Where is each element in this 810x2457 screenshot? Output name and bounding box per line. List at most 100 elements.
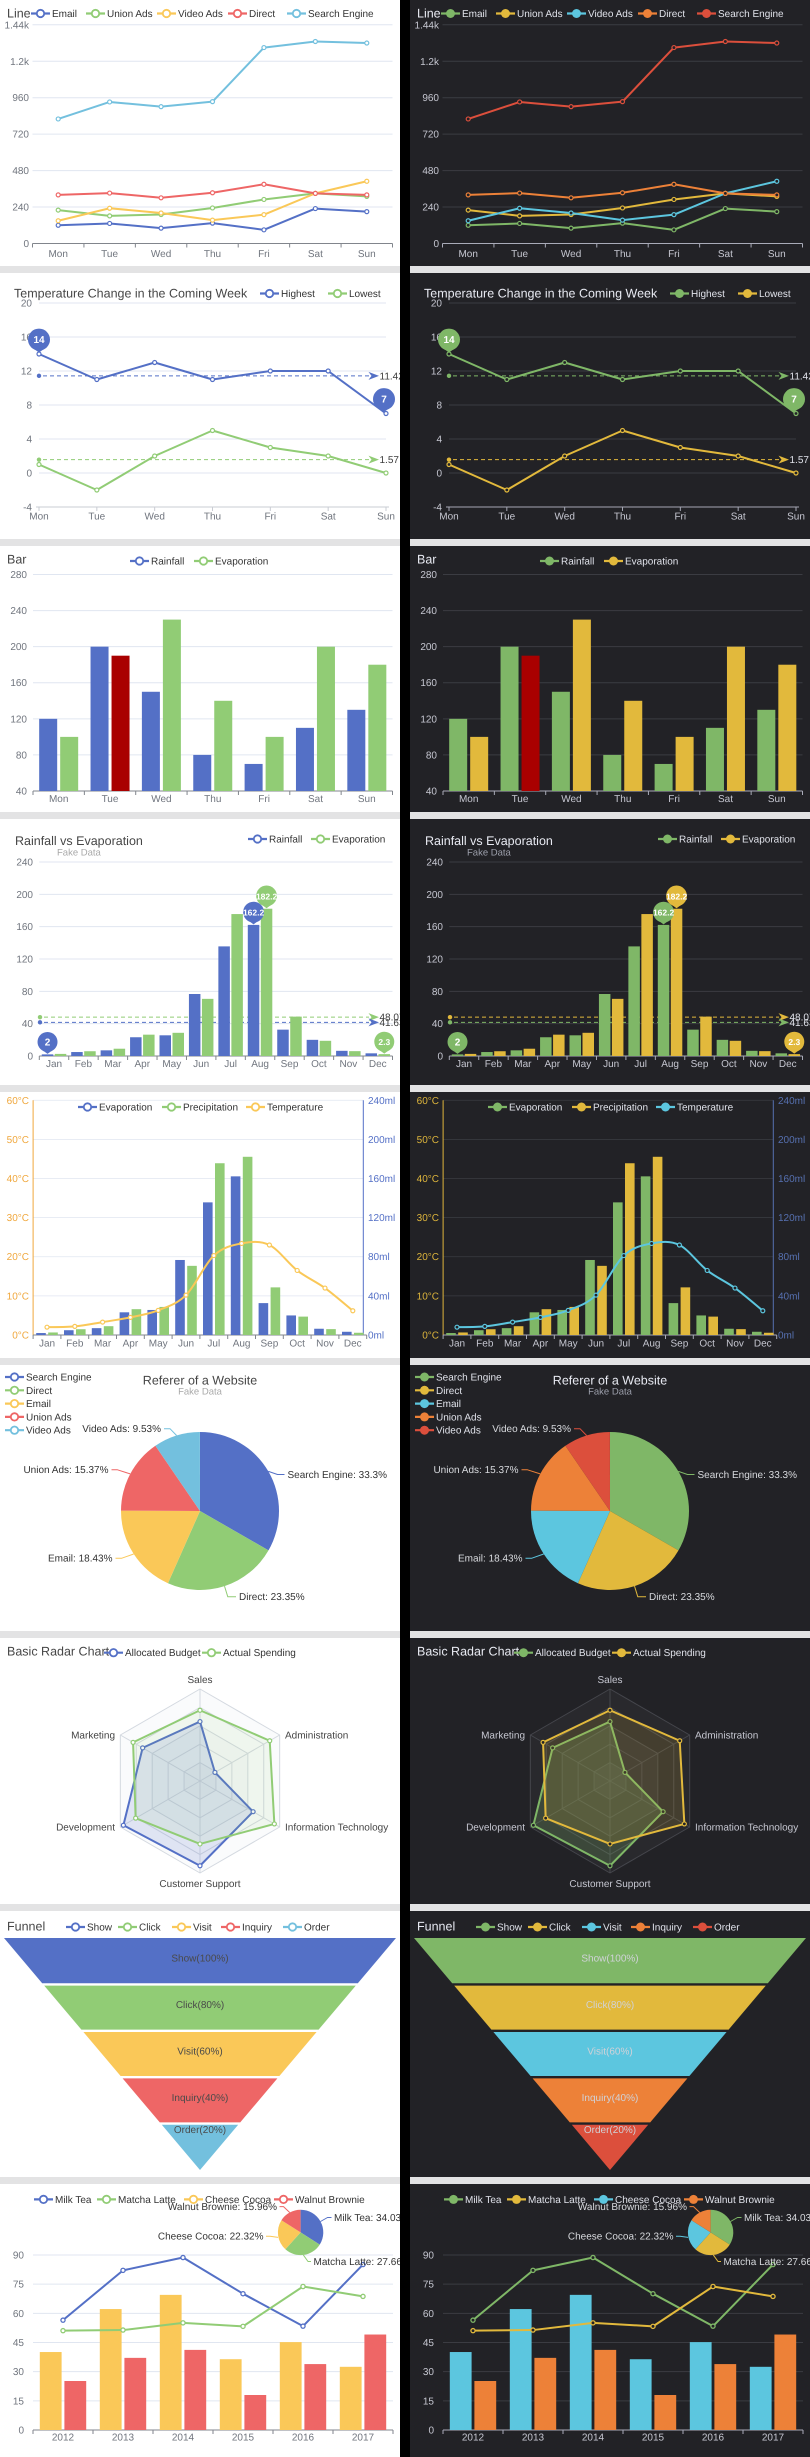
svg-text:Thu: Thu bbox=[204, 512, 221, 523]
svg-text:Wed: Wed bbox=[145, 512, 165, 523]
svg-text:Union Ads: 15.37%: Union Ads: 15.37% bbox=[433, 1465, 518, 1476]
svg-text:Cheese Cocoa: 22.32%: Cheese Cocoa: 22.32% bbox=[158, 2232, 264, 2243]
svg-text:Visit: Visit bbox=[603, 1923, 622, 1934]
svg-text:60: 60 bbox=[423, 2309, 435, 2320]
svg-text:May: May bbox=[572, 1059, 591, 1070]
svg-text:200: 200 bbox=[10, 642, 27, 653]
svg-text:182.2: 182.2 bbox=[256, 891, 278, 901]
svg-text:Visit(60%): Visit(60%) bbox=[587, 2047, 632, 2058]
svg-text:Tue: Tue bbox=[101, 249, 118, 260]
svg-text:Sat: Sat bbox=[321, 512, 336, 523]
svg-text:1.44k: 1.44k bbox=[415, 20, 440, 31]
svg-text:Thu: Thu bbox=[614, 249, 631, 260]
svg-text:Precipitation: Precipitation bbox=[593, 1103, 648, 1114]
svg-text:160ml: 160ml bbox=[778, 1174, 805, 1185]
svg-text:10°C: 10°C bbox=[417, 1291, 439, 1302]
svg-text:10°C: 10°C bbox=[7, 1291, 29, 1302]
svg-text:Wed: Wed bbox=[561, 249, 581, 260]
svg-text:0: 0 bbox=[437, 1052, 443, 1063]
svg-text:12: 12 bbox=[21, 367, 33, 378]
svg-text:2015: 2015 bbox=[642, 2433, 665, 2444]
svg-text:Milk Tea: 34.03%: Milk Tea: 34.03% bbox=[744, 2213, 810, 2224]
svg-text:Order: Order bbox=[714, 1923, 740, 1934]
svg-text:Matcha Latte: 27.66%: Matcha Latte: 27.66% bbox=[314, 2257, 401, 2268]
svg-text:Line: Line bbox=[7, 7, 31, 21]
svg-text:Rainfall: Rainfall bbox=[679, 835, 712, 846]
svg-text:Inquiry: Inquiry bbox=[242, 1923, 272, 1934]
svg-text:Sat: Sat bbox=[718, 794, 733, 805]
svg-text:Milk Tea: 34.03%: Milk Tea: 34.03% bbox=[334, 2213, 400, 2224]
svg-text:Customer Support: Customer Support bbox=[569, 1879, 650, 1890]
svg-text:162.2: 162.2 bbox=[243, 908, 265, 918]
svg-text:Search Engine: Search Engine bbox=[718, 9, 784, 20]
svg-text:80: 80 bbox=[426, 750, 438, 761]
svg-text:Sun: Sun bbox=[358, 249, 376, 260]
svg-text:40: 40 bbox=[426, 787, 438, 798]
svg-text:Rainfall: Rainfall bbox=[151, 557, 184, 568]
svg-text:Union Ads: Union Ads bbox=[517, 9, 563, 20]
svg-text:Aug: Aug bbox=[643, 1339, 661, 1350]
svg-text:50°C: 50°C bbox=[417, 1135, 439, 1146]
svg-text:Fri: Fri bbox=[674, 512, 686, 523]
svg-text:200ml: 200ml bbox=[778, 1135, 805, 1146]
svg-text:Inquiry: Inquiry bbox=[652, 1923, 682, 1934]
svg-text:Inquiry(40%): Inquiry(40%) bbox=[172, 2093, 229, 2104]
svg-text:Aug: Aug bbox=[251, 1059, 269, 1070]
svg-text:Jun: Jun bbox=[178, 1339, 194, 1350]
svg-text:Nov: Nov bbox=[316, 1339, 334, 1350]
svg-text:Oct: Oct bbox=[289, 1339, 305, 1350]
svg-text:Thu: Thu bbox=[204, 249, 221, 260]
svg-text:Sales: Sales bbox=[187, 1675, 212, 1686]
svg-text:Evaporation: Evaporation bbox=[215, 557, 268, 568]
svg-text:Highest: Highest bbox=[281, 289, 315, 300]
svg-text:Lowest: Lowest bbox=[349, 289, 381, 300]
svg-text:Evaporation: Evaporation bbox=[625, 557, 678, 568]
svg-text:2.3: 2.3 bbox=[788, 1037, 800, 1047]
svg-text:Sat: Sat bbox=[308, 794, 323, 805]
svg-text:30: 30 bbox=[13, 2367, 25, 2378]
svg-text:Evaporation: Evaporation bbox=[742, 835, 795, 846]
svg-text:Temperature: Temperature bbox=[267, 1103, 324, 1114]
svg-text:Sun: Sun bbox=[377, 512, 395, 523]
svg-text:Administration: Administration bbox=[285, 1731, 348, 1742]
svg-text:Click(80%): Click(80%) bbox=[176, 2000, 224, 2011]
svg-text:Nov: Nov bbox=[340, 1059, 358, 1070]
svg-text:2.3: 2.3 bbox=[378, 1037, 390, 1047]
svg-text:Mon: Mon bbox=[459, 794, 478, 805]
svg-text:Direct: Direct bbox=[26, 1386, 52, 1397]
svg-text:11.42: 11.42 bbox=[380, 371, 401, 382]
svg-text:Apr: Apr bbox=[545, 1059, 561, 1070]
svg-text:Sun: Sun bbox=[768, 249, 786, 260]
svg-text:11.42: 11.42 bbox=[790, 371, 810, 382]
svg-text:Visit(60%): Visit(60%) bbox=[177, 2047, 222, 2058]
svg-text:14: 14 bbox=[443, 335, 455, 346]
svg-text:Nov: Nov bbox=[750, 1059, 768, 1070]
svg-text:50°C: 50°C bbox=[7, 1135, 29, 1146]
svg-text:Fake Data: Fake Data bbox=[178, 1387, 223, 1398]
svg-text:Information Technology: Information Technology bbox=[285, 1823, 388, 1834]
svg-text:Thu: Thu bbox=[614, 512, 631, 523]
svg-text:Search Engine: Search Engine bbox=[436, 1373, 502, 1384]
svg-text:60: 60 bbox=[13, 2309, 25, 2320]
svg-text:Rainfall vs Evaporation: Rainfall vs Evaporation bbox=[425, 834, 553, 848]
svg-text:Jul: Jul bbox=[207, 1339, 220, 1350]
svg-text:Union Ads: Union Ads bbox=[26, 1412, 72, 1423]
svg-text:1.44k: 1.44k bbox=[5, 20, 30, 31]
svg-text:240: 240 bbox=[422, 203, 439, 214]
svg-text:15: 15 bbox=[423, 2396, 435, 2407]
svg-text:Sep: Sep bbox=[261, 1339, 279, 1350]
svg-text:80ml: 80ml bbox=[778, 1252, 800, 1263]
svg-text:2013: 2013 bbox=[522, 2433, 545, 2444]
svg-text:40°C: 40°C bbox=[417, 1174, 439, 1185]
svg-text:May: May bbox=[162, 1059, 181, 1070]
svg-text:Fri: Fri bbox=[668, 249, 680, 260]
svg-text:2016: 2016 bbox=[702, 2433, 725, 2444]
svg-text:Jan: Jan bbox=[456, 1059, 472, 1070]
svg-text:Fri: Fri bbox=[668, 794, 680, 805]
svg-text:Show: Show bbox=[497, 1923, 523, 1934]
svg-text:Rainfall: Rainfall bbox=[561, 557, 594, 568]
svg-text:Basic Radar Chart: Basic Radar Chart bbox=[417, 1645, 520, 1659]
svg-text:Apr: Apr bbox=[123, 1339, 139, 1350]
svg-text:Direct: Direct bbox=[659, 9, 685, 20]
svg-text:40ml: 40ml bbox=[368, 1291, 390, 1302]
